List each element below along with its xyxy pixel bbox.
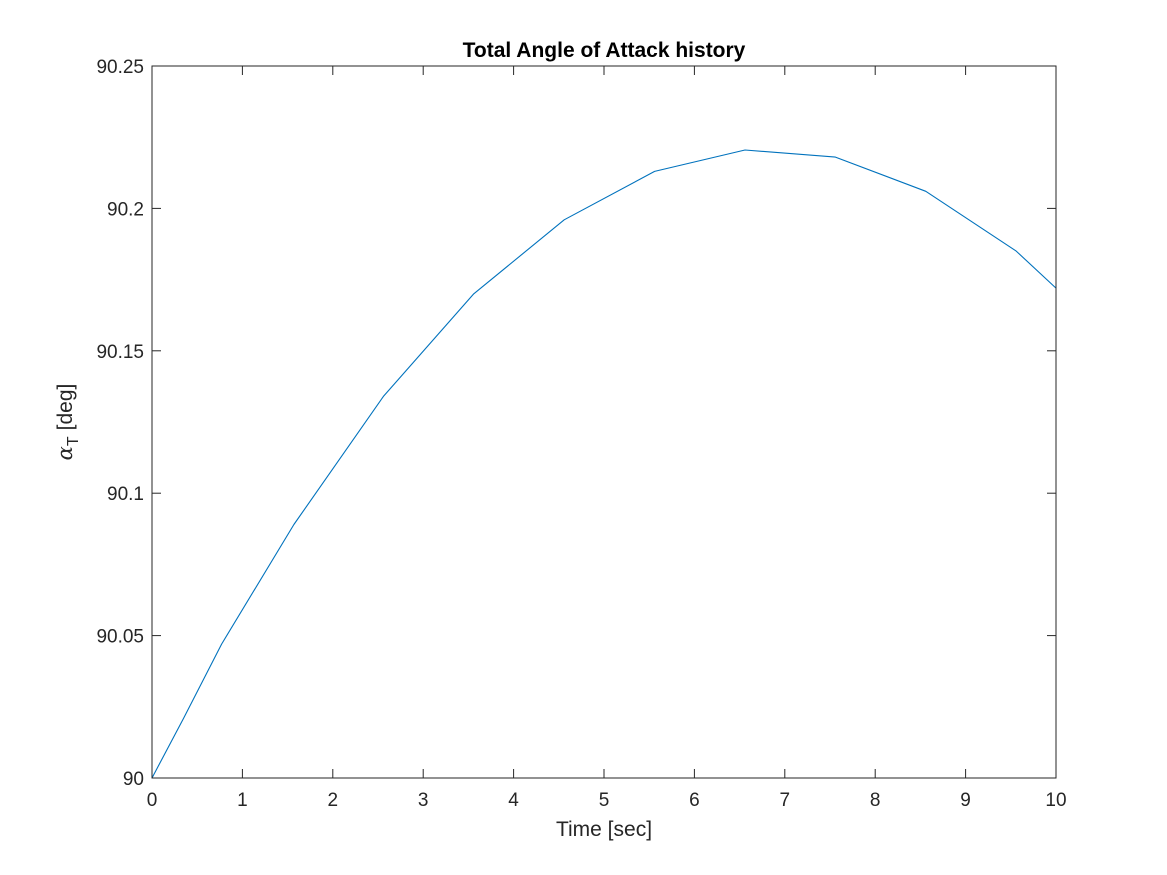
x-tick-label: 5 (599, 790, 610, 811)
x-tick-label: 7 (780, 790, 791, 811)
y-axis-label-subscript: T (65, 436, 82, 446)
y-tick-label: 90.25 (96, 57, 144, 78)
y-tick-label: 90 (123, 769, 144, 790)
tick-labels: 0 1 2 3 4 5 6 7 8 9 10 90 90.05 90.1 90.15 90.2 90.25 (96, 57, 1066, 811)
x-tick-label: 10 (1045, 790, 1066, 811)
y-axis-label-unit: [deg] (54, 384, 77, 431)
x-tick-label: 2 (328, 790, 339, 811)
chart-title: Total Angle of Attack history (463, 39, 746, 62)
series-group (151, 149, 1057, 779)
y-tick-label: 90.05 (96, 627, 144, 648)
x-tick-label: 6 (689, 790, 700, 811)
x-tick-label: 1 (237, 790, 248, 811)
y-axis-label-symbol: α (53, 446, 77, 460)
y-tick-label: 90.15 (96, 342, 144, 363)
plot-area (152, 66, 1056, 778)
x-tick-label: 9 (960, 790, 971, 811)
x-axis-label: Time [sec] (556, 818, 652, 841)
x-tick-label: 3 (418, 790, 429, 811)
x-tick-label: 4 (508, 790, 519, 811)
x-tick-label: 8 (870, 790, 881, 811)
x-tick-label: 0 (147, 790, 158, 811)
y-axis-label: αT [deg] (53, 384, 82, 461)
y-tick-label: 90.2 (107, 199, 144, 220)
plot-frame (151, 65, 1057, 779)
series-line (151, 149, 1057, 779)
y-tick-label: 90.1 (107, 484, 144, 505)
